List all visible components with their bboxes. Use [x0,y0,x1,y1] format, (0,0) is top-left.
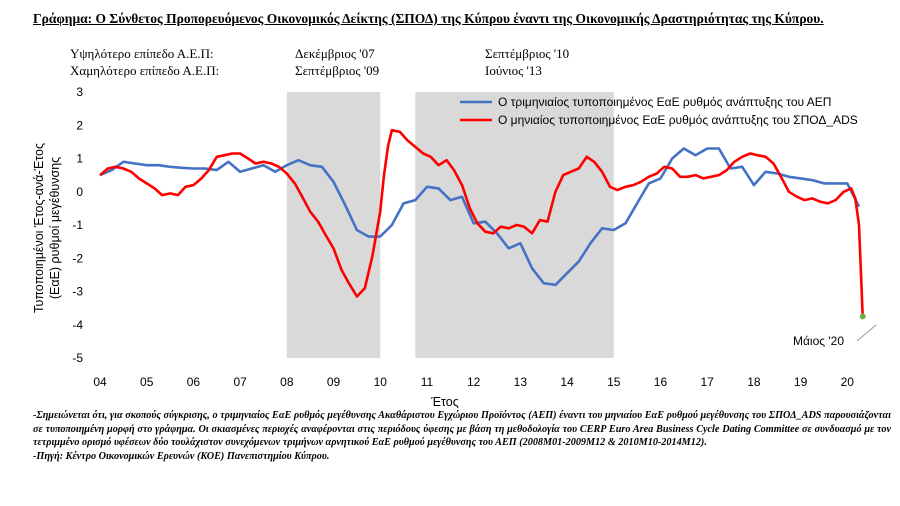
series-line-gdp [99,147,861,287]
x-tick-label: 13 [514,375,528,389]
y-tick-label: 1 [76,152,83,166]
y-tick-label: -3 [72,285,83,299]
peak-low-date-2: Ιούνιος '13 [485,63,542,78]
y-axis-title: Τυποποιημένοι Έτος-ανά-Έτος (ΕαΕ) ρυθμοί… [32,143,62,313]
recession-shading [286,92,614,358]
annotation-leader [856,324,877,342]
y-tick-label: -5 [72,351,83,365]
x-tick-label: 04 [93,375,107,389]
footnotes: -Σημειώνεται ότι, για σκοπούς σύγκρισης,… [33,409,891,463]
y-tick-label: 2 [76,118,83,132]
x-tick-label: 07 [233,375,247,389]
x-tick-label: 14 [560,375,574,389]
annotation: Μάιος '20 [793,324,877,348]
y-tick-label: 3 [76,85,83,99]
series-line-ads [99,128,864,317]
x-axis-title: Έτος [430,395,459,409]
x-tick-label: 10 [374,375,388,389]
y-axis-ticks: 3 2 1 0 -1 -2 -3 -4 -5 [72,85,83,365]
x-tick-label: 19 [794,375,808,389]
chart-title: Γράφημα: Ο Σύνθετος Προπορευόμενος Οικον… [33,11,824,26]
last-point-marker [859,313,866,320]
x-tick-label: 08 [280,375,294,389]
x-tick-label: 12 [467,375,481,389]
y-tick-label: -1 [72,218,83,232]
peak-high-date-2: Σεπτέμβριος '10 [485,46,570,61]
x-tick-label: 06 [187,375,201,389]
x-tick-label: 20 [841,375,855,389]
x-tick-label: 15 [607,375,621,389]
y-tick-label: -4 [72,318,83,332]
x-tick-label: 11 [421,375,434,389]
peak-row-low: Χαμηλότερο επίπεδο Α.Ε.Π: Σεπτέμβριος '0… [0,63,900,78]
legend-label-ads: Ο μηνιαίος τυποποιημένος ΕαΕ ρυθμός ανάπ… [498,113,858,127]
annotation-label: Μάιος '20 [793,334,844,348]
x-axis-ticks: 04 05 06 07 08 09 10 11 12 13 14 15 16 17 18 19 20 [93,375,854,389]
legend-label-gdp: Ο τριμηνιαίος τυποποιημένος ΕαΕ ρυθμός α… [498,95,831,109]
y-axis-title-line-2: (ΕαΕ) ρυθμοί μεγέθυνσης [48,157,62,299]
x-tick-label: 18 [747,375,761,389]
series-lines [99,128,866,320]
footnote-methodology: -Σημειώνεται ότι, για σκοπούς σύγκρισης,… [33,410,891,449]
legend: Ο τριμηνιαίος τυποποιημένος ΕαΕ ρυθμός α… [460,95,858,127]
peak-high-date-1: Δεκέμβριος '07 [295,46,375,61]
recession-band-1 [286,92,381,358]
peak-low-date-1: Σεπτέμβριος '09 [295,63,380,78]
peak-low-label: Χαμηλότερο επίπεδο Α.Ε.Π: [70,63,220,78]
peak-row-high: Υψηλότερο επίπεδο Α.Ε.Π: Δεκέμβριος '07 … [0,46,900,61]
peak-high-label: Υψηλότερο επίπεδο Α.Ε.Π: [70,46,214,61]
x-tick-label: 16 [654,375,668,389]
y-tick-label: -2 [72,251,83,265]
y-tick-label: 0 [76,185,83,199]
x-tick-label: 05 [140,375,154,389]
y-axis-title-line-1: Τυποποιημένοι Έτος-ανά-Έτος [32,143,46,313]
footnote-source: -Πηγή: Κέντρο Οικονομικών Ερευνών (ΚΟΕ) … [33,450,330,462]
x-tick-label: 17 [701,375,715,389]
x-tick-label: 09 [327,375,341,389]
